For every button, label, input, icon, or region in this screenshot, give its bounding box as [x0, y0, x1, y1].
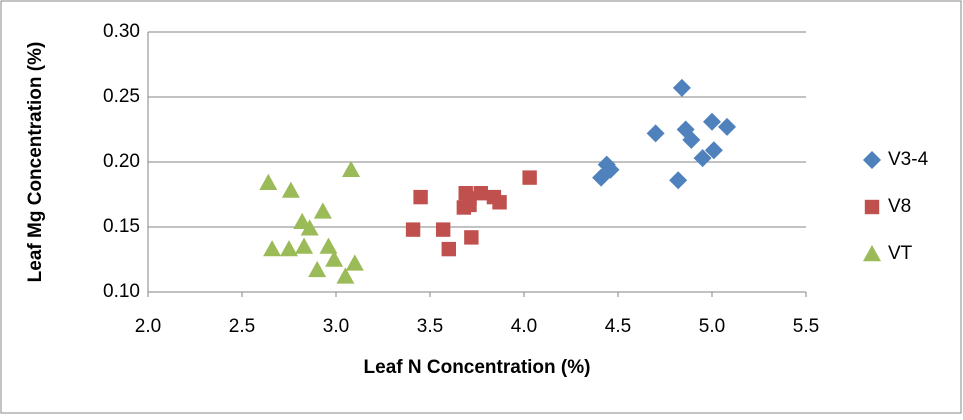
point: [646, 124, 665, 143]
point: [492, 195, 507, 210]
legend-marker: [864, 199, 880, 215]
point: [308, 260, 327, 278]
legend-marker: [863, 245, 881, 262]
point: [672, 78, 691, 97]
legend-marker: [863, 151, 881, 169]
point: [704, 141, 723, 160]
y-tick-label: 0.30: [103, 21, 140, 42]
point: [693, 149, 712, 168]
point: [464, 230, 479, 245]
point: [342, 160, 361, 177]
y-tick-label: 0.25: [103, 86, 140, 107]
legend-label: V3-4: [888, 149, 929, 170]
x-tick-label: 4.5: [605, 316, 631, 337]
point: [718, 117, 737, 136]
legend-label: VT: [888, 243, 913, 264]
x-tick-label: 3.5: [417, 316, 443, 337]
point: [522, 170, 537, 185]
point: [336, 267, 355, 284]
x-tick-label: 2.5: [229, 316, 255, 337]
point: [280, 240, 298, 257]
y-tick-label: 0.15: [103, 216, 140, 237]
point: [405, 222, 421, 237]
point: [473, 186, 488, 201]
point: [325, 250, 344, 267]
point: [295, 237, 314, 254]
point: [435, 222, 451, 237]
point: [592, 168, 611, 187]
x-tick-label: 5.0: [699, 316, 725, 337]
point: [703, 112, 721, 131]
point: [682, 130, 701, 149]
point: [300, 219, 319, 236]
y-axis-title: Leaf Mg Concentration (%): [25, 42, 46, 283]
point: [313, 202, 332, 219]
x-tick-label: 3.0: [323, 316, 349, 337]
point: [281, 181, 300, 198]
y-tick-label: 0.10: [103, 281, 140, 302]
legend-label: V8: [888, 196, 911, 217]
point: [259, 173, 278, 190]
x-tick-label: 5.5: [793, 316, 819, 337]
point: [345, 254, 364, 271]
point: [319, 237, 338, 254]
point: [263, 240, 282, 257]
x-tick-label: 2.0: [135, 316, 161, 337]
x-axis-title: Leaf N Concentration (%): [364, 357, 591, 378]
point: [669, 171, 688, 190]
x-tick-label: 4.0: [511, 316, 537, 337]
point: [441, 241, 456, 257]
point: [413, 189, 428, 205]
point: [462, 197, 477, 213]
y-tick-label: 0.20: [103, 151, 140, 172]
